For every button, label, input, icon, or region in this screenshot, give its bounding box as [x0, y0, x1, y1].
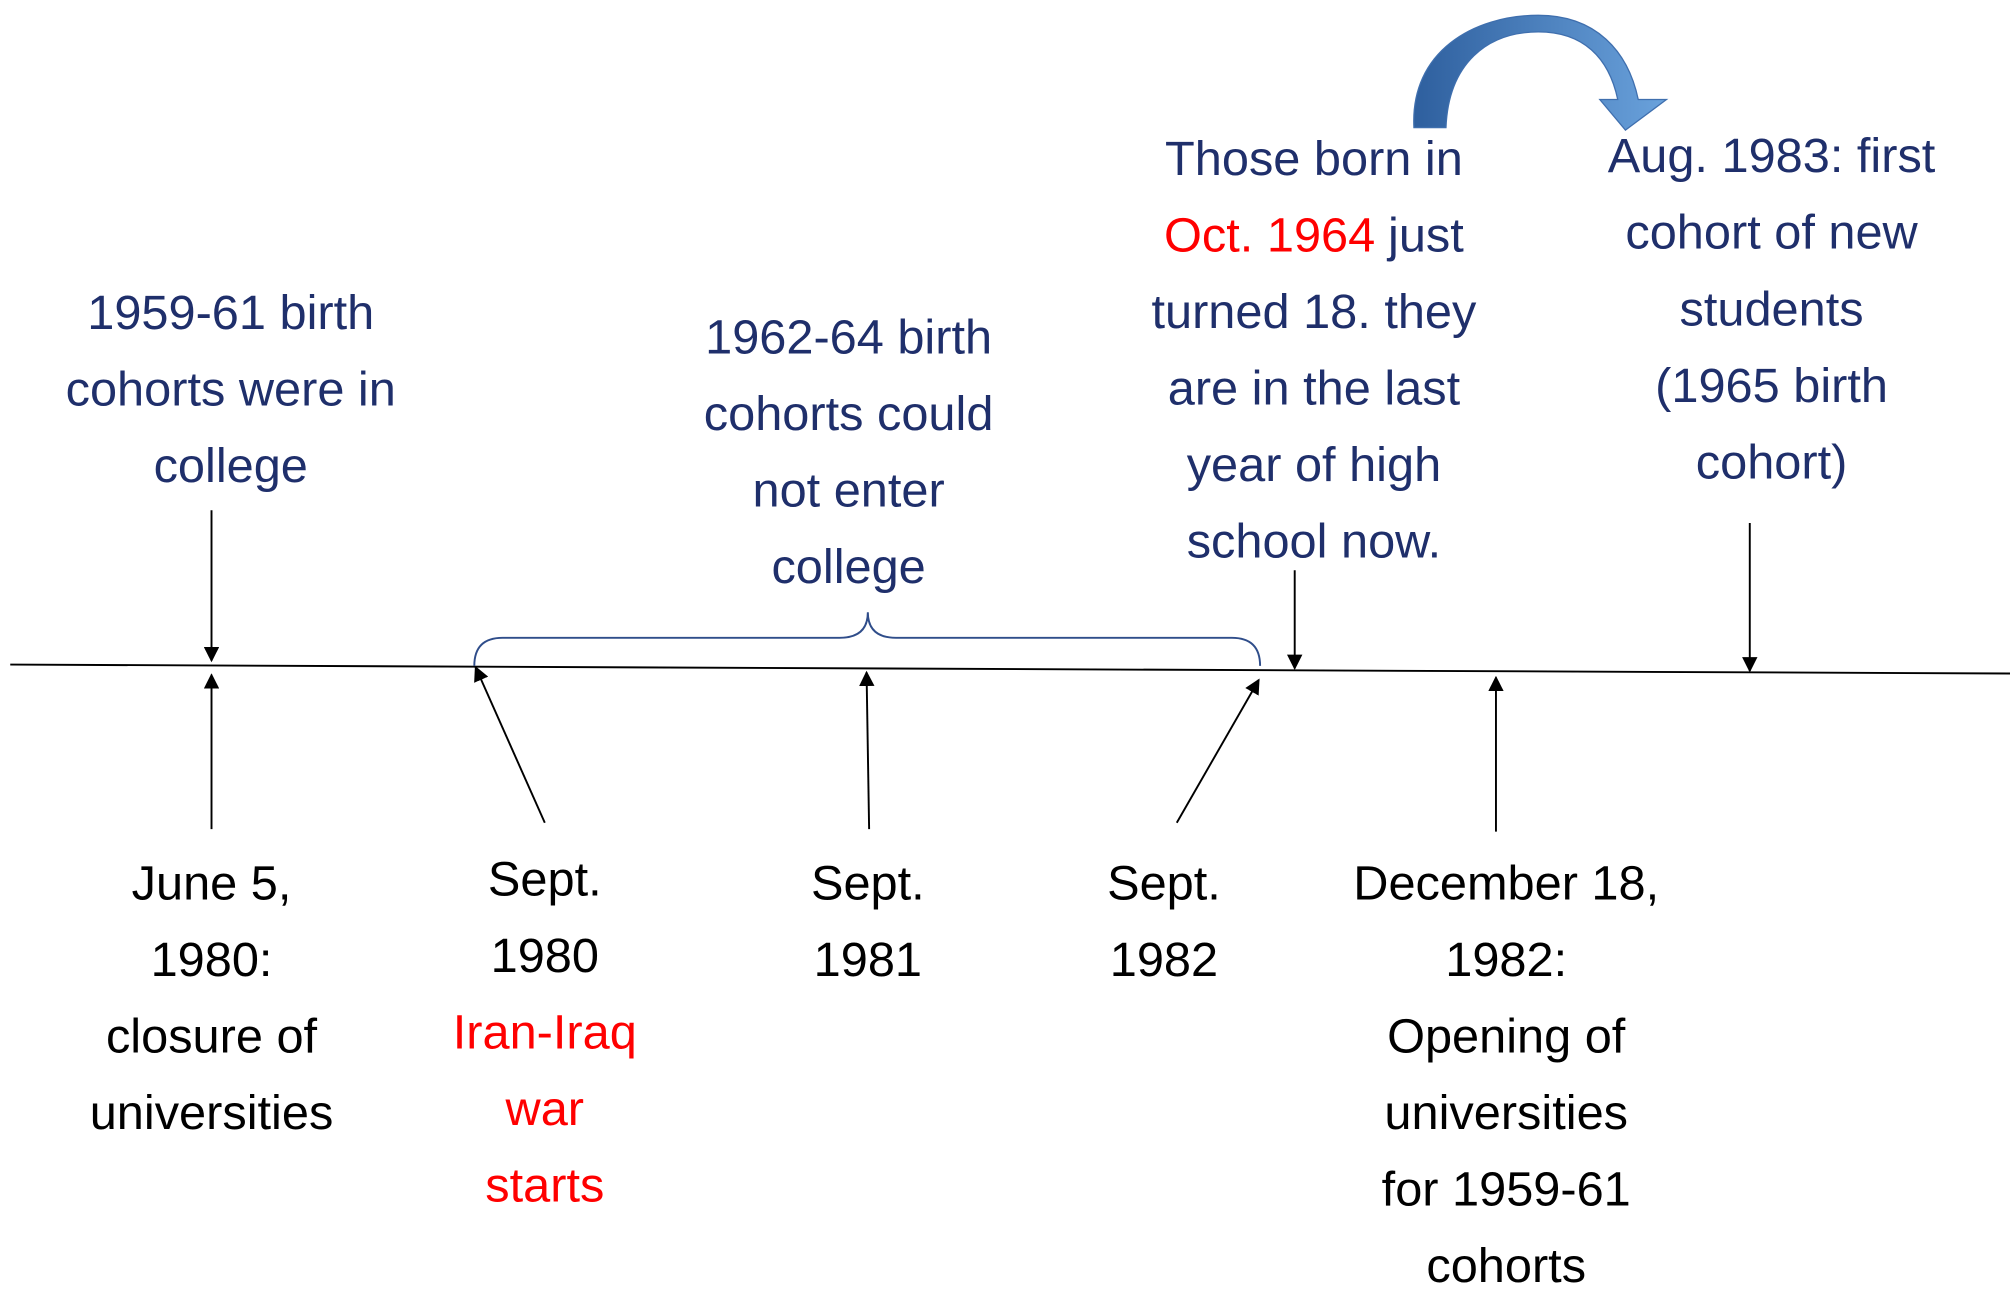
label-text: cohort)	[1696, 435, 1848, 489]
label-line: college	[154, 439, 308, 493]
label-text: (1965 birth	[1655, 359, 1888, 413]
label-line: not enter	[752, 464, 944, 518]
label-line: cohort of new	[1625, 206, 1918, 260]
label-text: Sept.	[1107, 856, 1221, 910]
label-text: just	[1386, 208, 1464, 262]
label-line: turned 18. they	[1151, 285, 1477, 339]
label-line: starts	[485, 1159, 604, 1213]
label-text: 1959-61 birth	[87, 286, 374, 340]
label-text: closure of	[106, 1009, 318, 1063]
label-text: Oct. 1964	[1164, 208, 1375, 262]
label-line: 1959-61 birth	[87, 286, 374, 340]
label-line: are in the last	[1168, 361, 1461, 415]
label-text: Sept.	[488, 853, 602, 907]
label-text: 1980	[491, 929, 599, 983]
labels: 1959-61 birth cohorts were in college 1962-…	[66, 129, 1936, 1293]
label-line: students	[1680, 282, 1864, 336]
label-text: cohort of new	[1625, 206, 1918, 260]
label-text: December 18,	[1353, 856, 1659, 910]
label-line: year of high	[1187, 438, 1441, 492]
label-text: Aug. 1983: first	[1608, 129, 1936, 183]
label-text: June 5,	[132, 856, 292, 910]
label-text: 1980:	[151, 933, 273, 987]
label-line: cohorts could	[704, 387, 994, 441]
arrows	[203, 510, 1758, 832]
label-text: college	[154, 439, 308, 493]
label-text: Iran-Iraq	[453, 1006, 637, 1060]
label-text: starts	[485, 1159, 604, 1213]
label-text: school now.	[1187, 515, 1441, 569]
arrow	[859, 670, 875, 830]
label-line: cohort)	[1696, 435, 1848, 489]
label-text: cohorts were in	[66, 363, 396, 417]
label-line: 1962-64 birth	[705, 310, 992, 364]
label-line: school now.	[1187, 515, 1441, 569]
label-line: 1981	[814, 933, 922, 987]
label-line: Sept.	[811, 856, 925, 910]
label-line: 1980:	[151, 933, 273, 987]
label-text: cohorts	[1426, 1239, 1586, 1293]
curved-arrow	[1413, 14, 1669, 131]
label-text: 1982	[1110, 933, 1218, 987]
label-text: cohorts could	[704, 387, 994, 441]
label-text: for 1959-61	[1382, 1163, 1631, 1217]
label-text: are in the last	[1168, 361, 1461, 415]
label-text: 1981	[814, 933, 922, 987]
label-line: Oct. 1964 just	[1164, 208, 1464, 262]
label-text: Opening of	[1387, 1009, 1626, 1063]
label-line: Those born in	[1165, 132, 1463, 186]
label-line: (1965 birth	[1655, 359, 1888, 413]
label-line: for 1959-61	[1382, 1163, 1631, 1217]
label-text: war	[505, 1082, 584, 1136]
label-line: closure of	[106, 1009, 318, 1063]
label-line: Sept.	[488, 853, 602, 907]
timeline-axis	[10, 663, 2010, 675]
arrow	[1175, 678, 1260, 824]
label-line: Sept.	[1107, 856, 1221, 910]
label-line: June 5,	[132, 856, 292, 910]
label-line: universities	[1384, 1086, 1628, 1140]
label-text: year of high	[1187, 438, 1441, 492]
label-line: universities	[90, 1086, 334, 1140]
label-line: December 18,	[1353, 856, 1659, 910]
label-text: universities	[1384, 1086, 1628, 1140]
label-text: universities	[90, 1086, 334, 1140]
label-text: 1962-64 birth	[705, 310, 992, 364]
label-text: not enter	[752, 464, 944, 518]
label-text: Sept.	[811, 856, 925, 910]
label-line: 1982	[1110, 933, 1218, 987]
arrow	[474, 665, 546, 824]
label-line: 1980	[491, 929, 599, 983]
label-line: Iran-Iraq	[453, 1006, 637, 1060]
label-line: war	[505, 1082, 584, 1136]
label-line: cohorts were in	[66, 363, 396, 417]
label-text: turned 18. they	[1151, 285, 1477, 339]
label-text: students	[1680, 282, 1864, 336]
brace	[473, 612, 1262, 666]
label-line: college	[771, 540, 925, 594]
label-text: 1982:	[1445, 933, 1567, 987]
label-line: Opening of	[1387, 1009, 1626, 1063]
label-text: Those born in	[1165, 132, 1463, 186]
label-text: college	[771, 540, 925, 594]
label-line: cohorts	[1426, 1239, 1586, 1293]
label-line: Aug. 1983: first	[1608, 129, 1936, 183]
label-line: 1982:	[1445, 933, 1567, 987]
